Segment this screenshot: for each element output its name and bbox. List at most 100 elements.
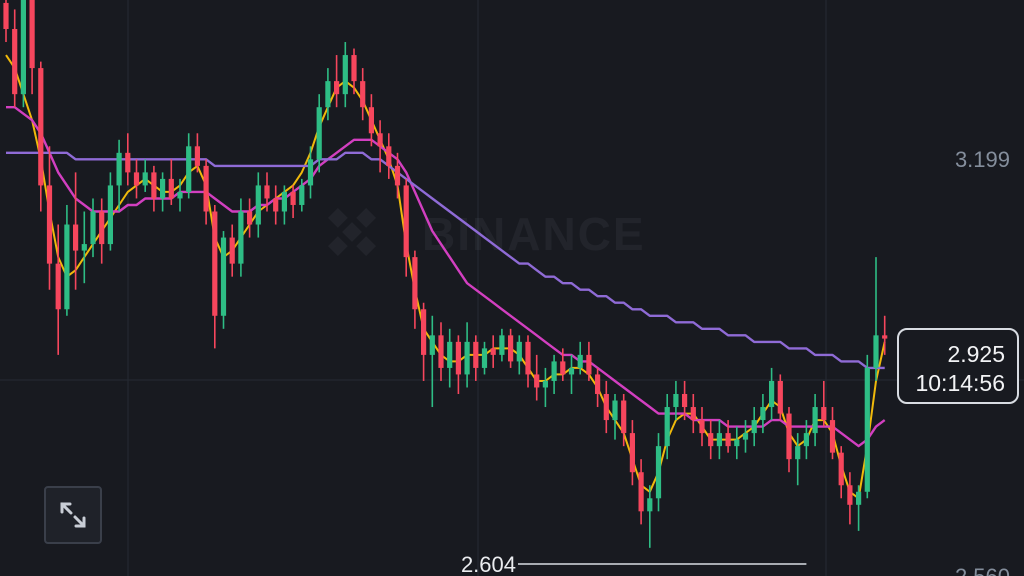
candle-body [664,407,670,447]
candle [612,393,618,440]
candle-body [73,224,79,251]
candle [551,354,557,394]
candle-body [708,433,714,447]
y-tick-label-3199: 3.199 [955,147,1010,172]
candle-body [742,433,749,440]
candle [142,159,148,192]
candle-body [534,374,540,388]
ma-line-mid [6,105,886,448]
candle-body [673,393,679,408]
candle [29,0,35,95]
candle [577,341,583,375]
candle-body [481,348,488,368]
low-price-label: 2.604 [461,552,516,576]
candle [238,198,244,277]
candle [307,146,314,199]
candle-body [325,81,331,108]
candle-body [447,341,453,368]
candle [621,393,627,447]
candle [534,354,540,401]
candle-body [38,68,44,186]
candle [325,68,331,121]
candle [473,335,479,381]
candle [682,380,688,421]
candle-body [795,446,801,460]
candle-body [769,380,775,408]
expand-chart-button[interactable] [44,486,102,544]
candle [412,250,418,329]
candle [377,120,383,173]
candle-body [334,81,340,95]
candle [455,335,461,394]
candle [751,407,757,447]
candle-body [699,420,705,434]
candle [20,0,26,108]
candle [247,198,253,238]
candle [795,433,801,486]
candle-body [273,198,279,212]
candle-body [847,485,853,505]
candle [255,172,261,238]
candles [3,0,888,548]
candle-body [99,211,105,245]
candle [812,393,818,447]
candle [595,367,601,408]
candle [3,0,9,43]
candle-body [629,433,635,473]
candle [568,354,575,394]
candle-body [238,211,244,264]
candle-body [220,237,227,316]
candle [769,367,775,421]
candle [12,9,18,108]
candle-body [638,472,644,512]
candle-body [873,335,879,368]
candle [864,354,870,499]
candle [264,172,270,212]
candle-body [46,185,53,264]
binance-watermark: BINANCE [327,207,646,260]
current-price-box: 2.925 10:14:56 [897,328,1019,404]
candle [708,420,714,460]
candle-body [577,354,583,368]
candle [81,211,87,284]
candle-body [421,309,427,355]
candle [699,407,705,447]
candle [847,472,853,525]
candle [342,42,348,108]
candle-body [716,433,722,447]
candle-body [186,146,192,192]
candle-body [194,146,200,166]
candle-body [342,55,348,95]
candle-body [64,224,70,310]
candle [734,426,740,460]
candle [856,485,862,531]
candle [403,178,409,277]
candle [464,322,470,388]
candle [151,165,157,212]
candle-body [125,152,131,173]
candle-body [203,165,209,212]
candle [760,393,766,434]
candle-body [307,159,314,186]
candle-body [438,335,444,368]
candle [186,133,192,199]
candle [803,420,809,460]
candle-body [316,107,322,160]
watermark-text: BINANCE [422,208,646,260]
candle-body [394,165,401,186]
expand-icon [60,502,86,528]
candle-body [264,185,270,199]
candle-body [516,341,522,362]
candle-body [586,354,592,375]
candle-body [3,2,9,29]
candle [829,407,836,460]
candle [107,172,113,251]
candle [586,341,592,381]
candle-body [856,491,862,505]
candle-body [81,244,87,251]
candle-body [829,420,836,453]
candle [603,380,609,434]
candle-body [560,361,566,375]
candle-body [821,407,827,421]
candle-body [542,380,548,388]
